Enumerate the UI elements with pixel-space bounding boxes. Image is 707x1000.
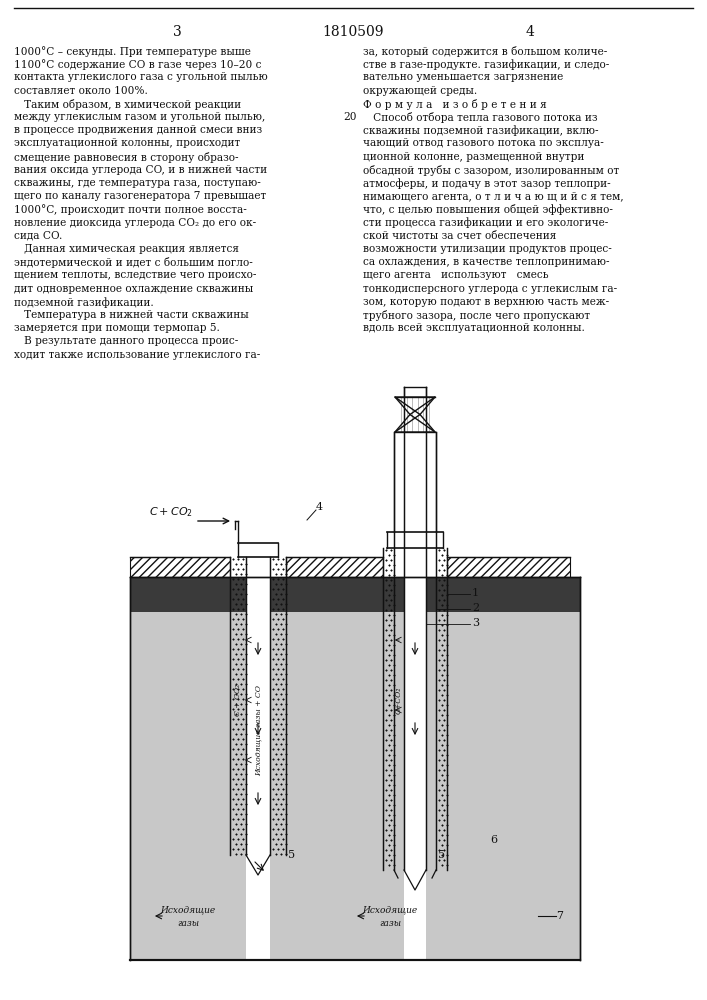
Text: чающий отвод газового потока по эксплуа-: чающий отвод газового потока по эксплуа- xyxy=(363,138,604,148)
Text: 1000°C – секунды. При температуре выше: 1000°C – секунды. При температуре выше xyxy=(14,46,251,57)
Text: 20: 20 xyxy=(344,112,357,122)
Text: В результате данного процесса проис-: В результате данного процесса проис- xyxy=(14,336,238,346)
Text: стве в газе-продукте. газификации, и следо-: стве в газе-продукте. газификации, и сле… xyxy=(363,59,609,70)
Bar xyxy=(286,557,383,577)
Text: 3: 3 xyxy=(173,25,182,39)
Text: контакта углекислого газа с угольной пылью: контакта углекислого газа с угольной пыл… xyxy=(14,72,268,82)
Text: 2: 2 xyxy=(472,603,479,613)
Text: атмосферы, и подачу в этот зазор теплопри-: атмосферы, и подачу в этот зазор теплопр… xyxy=(363,178,611,189)
Text: Исходящие: Исходящие xyxy=(160,906,216,914)
Bar xyxy=(130,577,580,612)
Text: зом, которую подают в верхнюю часть меж-: зом, которую подают в верхнюю часть меж- xyxy=(363,297,609,307)
Text: в процессе продвижения данной смеси вниз: в процессе продвижения данной смеси вниз xyxy=(14,125,262,135)
Text: щего по каналу газогенератора 7 превышает: щего по каналу газогенератора 7 превышае… xyxy=(14,191,267,201)
Text: смещение равновесия в сторону образо-: смещение равновесия в сторону образо- xyxy=(14,152,238,163)
Text: 4: 4 xyxy=(316,502,323,512)
Text: Ф о р м у л а   и з о б р е т е н и я: Ф о р м у л а и з о б р е т е н и я xyxy=(363,99,547,110)
Text: 4: 4 xyxy=(525,25,534,39)
Text: нимающего агента, о т л и ч а ю щ и й с я тем,: нимающего агента, о т л и ч а ю щ и й с … xyxy=(363,191,624,201)
Bar xyxy=(447,557,570,577)
Text: возможности утилизации продуктов процес-: возможности утилизации продуктов процес- xyxy=(363,244,612,254)
Text: замеряется при помощи термопар 5.: замеряется при помощи термопар 5. xyxy=(14,323,220,333)
Text: ходит также использование углекислого га-: ходит также использование углекислого га… xyxy=(14,350,260,360)
Text: сти процесса газификации и его экологиче-: сти процесса газификации и его экологиче… xyxy=(363,218,608,228)
Text: C+CO₂: C+CO₂ xyxy=(395,686,403,714)
Polygon shape xyxy=(395,397,435,432)
Text: эксплуатационной колонны, происходит: эксплуатационной колонны, происходит xyxy=(14,138,240,148)
Bar xyxy=(404,577,426,960)
Text: новление диоксида углерода CO₂ до его ок-: новление диоксида углерода CO₂ до его ок… xyxy=(14,218,256,228)
Text: газы: газы xyxy=(379,918,401,928)
Text: что, с целью повышения общей эффективно-: что, с целью повышения общей эффективно- xyxy=(363,204,613,215)
Text: са охлаждения, в качестве теплопринимаю-: са охлаждения, в качестве теплопринимаю- xyxy=(363,257,609,267)
Text: Температура в нижней части скважины: Температура в нижней части скважины xyxy=(14,310,249,320)
Text: вания оксида углерода CO, и в нижней части: вания оксида углерода CO, и в нижней час… xyxy=(14,165,267,175)
Text: C + CO₂: C + CO₂ xyxy=(234,684,242,716)
Text: газы: газы xyxy=(177,918,199,928)
Text: ской чистоты за счет обеспечения: ской чистоты за счет обеспечения xyxy=(363,231,556,241)
Text: обсадной трубы с зазором, изолированным от: обсадной трубы с зазором, изолированным … xyxy=(363,165,619,176)
Text: 7: 7 xyxy=(556,911,563,921)
Text: 3: 3 xyxy=(472,618,479,628)
Text: Исходящие газы + CO: Исходящие газы + CO xyxy=(255,684,263,776)
Text: 1810509: 1810509 xyxy=(322,25,384,39)
Bar xyxy=(130,612,580,960)
Text: 5: 5 xyxy=(438,850,445,860)
Text: Исходящие: Исходящие xyxy=(363,906,418,914)
Text: за, который содержится в большом количе-: за, который содержится в большом количе- xyxy=(363,46,607,57)
Text: 5: 5 xyxy=(288,850,295,860)
Text: Таким образом, в химической реакции: Таким образом, в химической реакции xyxy=(14,99,241,110)
Text: вдоль всей эксплуатационной колонны.: вдоль всей эксплуатационной колонны. xyxy=(363,323,585,333)
Text: дит одновременное охлаждение скважины: дит одновременное охлаждение скважины xyxy=(14,284,253,294)
Text: эндотермической и идет с большим погло-: эндотермической и идет с большим погло- xyxy=(14,257,252,268)
Text: Данная химическая реакция является: Данная химическая реакция является xyxy=(14,244,239,254)
Text: $C + CO_2$: $C + CO_2$ xyxy=(149,505,193,519)
Text: скважины, где температура газа, поступаю-: скважины, где температура газа, поступаю… xyxy=(14,178,261,188)
Text: 1: 1 xyxy=(472,588,479,598)
Text: тонкодисперсного углерода с углекислым га-: тонкодисперсного углерода с углекислым г… xyxy=(363,284,617,294)
Text: 6: 6 xyxy=(490,835,497,845)
Text: 1000°C, происходит почти полное восста-: 1000°C, происходит почти полное восста- xyxy=(14,204,247,215)
Text: составляет около 100%.: составляет около 100%. xyxy=(14,86,148,96)
Text: сида CO.: сида CO. xyxy=(14,231,62,241)
Text: вательно уменьшается загрязнение: вательно уменьшается загрязнение xyxy=(363,72,563,82)
Text: щего агента   используют   смесь: щего агента используют смесь xyxy=(363,270,549,280)
Text: трубного зазора, после чего пропускают: трубного зазора, после чего пропускают xyxy=(363,310,590,321)
Text: Способ отбора тепла газового потока из: Способ отбора тепла газового потока из xyxy=(363,112,597,123)
Text: 1100°C содержание CO в газе через 10–20 с: 1100°C содержание CO в газе через 10–20 … xyxy=(14,59,262,70)
Text: между углекислым газом и угольной пылью,: между углекислым газом и угольной пылью, xyxy=(14,112,265,122)
Text: окружающей среды.: окружающей среды. xyxy=(363,86,477,96)
Text: скважины подземной газификации, вклю-: скважины подземной газификации, вклю- xyxy=(363,125,599,136)
Bar xyxy=(246,577,270,960)
Text: подземной газификации.: подземной газификации. xyxy=(14,297,153,308)
Bar xyxy=(130,557,230,577)
Text: ционной колонне, размещенной внутри: ционной колонне, размещенной внутри xyxy=(363,152,585,162)
Text: щением теплоты, вследствие чего происхо-: щением теплоты, вследствие чего происхо- xyxy=(14,270,257,280)
